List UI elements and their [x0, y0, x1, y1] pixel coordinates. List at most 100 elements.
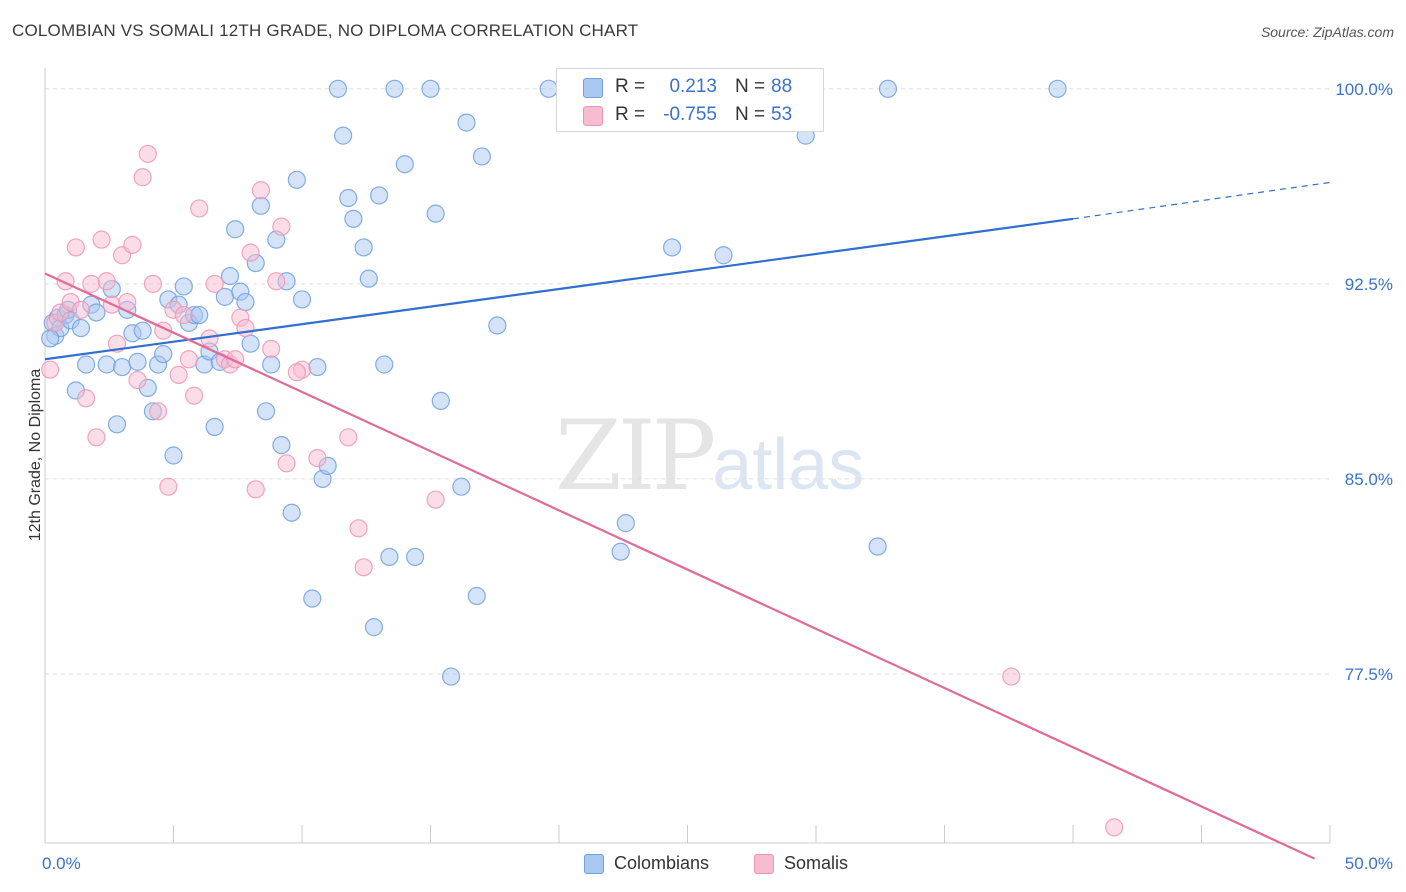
colombian-point [236, 292, 255, 312]
somali-point [308, 449, 327, 468]
somali-point [143, 274, 163, 293]
somali-point [190, 199, 209, 218]
legend-swatch-somalis [754, 854, 774, 874]
somali-point [77, 389, 96, 408]
x-tick-label: 0.0% [42, 854, 81, 873]
somali-point [159, 477, 178, 496]
colombian-point [385, 79, 404, 98]
somali-point [241, 243, 260, 262]
legend-n-value: 53 [771, 104, 793, 125]
colombian-point [282, 503, 301, 522]
colombian-point [71, 318, 91, 338]
colombian-point [452, 477, 471, 496]
colombian-point [41, 329, 60, 348]
legend-swatch-colombians [583, 78, 603, 98]
watermark: ZIPatlas [555, 400, 864, 512]
series-legend: Colombians Somalis [0, 852, 1406, 876]
legend-r-label: R = [615, 104, 646, 125]
somali-point [354, 558, 373, 577]
source-label: Source: ZipAtlas.com [1260, 24, 1394, 40]
colombian-point [133, 321, 152, 340]
legend-r-value: 0.213 [669, 76, 717, 97]
legend-n-value: 88 [771, 76, 793, 97]
colombian-point [878, 79, 898, 98]
somali-point [277, 454, 296, 473]
somali-point [236, 318, 255, 338]
colombian-point [868, 537, 887, 556]
legend-label-somalis: Somalis [784, 853, 849, 873]
somali-point [123, 235, 142, 254]
somali-point [174, 305, 193, 325]
colombian-point [421, 79, 440, 98]
colombian-point [380, 547, 399, 567]
y-tick-label: 85.0% [1345, 470, 1393, 489]
legend-r-value: -0.755 [663, 104, 717, 125]
somali-point [205, 274, 224, 293]
colombian-point [354, 238, 373, 257]
somali-point [82, 274, 101, 293]
somali-point [97, 272, 116, 291]
colombian-point [488, 316, 507, 335]
somali-point [133, 168, 152, 187]
legend-r-label: R = [615, 76, 646, 97]
colombian-point [328, 79, 348, 98]
colombian-point [174, 277, 193, 296]
somali-point [66, 238, 85, 257]
colombian-point [426, 204, 445, 223]
colombian-point [164, 446, 183, 465]
colombian-point [616, 514, 635, 533]
somali-point [251, 181, 270, 200]
y-axis-label: 12th Grade, No Diploma [27, 369, 44, 542]
colombian-point [359, 269, 378, 288]
somali-point [184, 386, 204, 405]
y-tick-label: 100.0% [1335, 80, 1393, 99]
colombian-point [97, 355, 116, 374]
colombian-point [339, 188, 358, 208]
colombian-point [308, 357, 327, 377]
colombian-point [714, 246, 733, 265]
somali-point [267, 272, 286, 291]
legend-row-somalis: R = -0.755 N = 53 [557, 101, 823, 129]
watermark-atlas: atlas [712, 425, 865, 505]
y-tick-label: 77.5% [1345, 665, 1393, 684]
somali-point [148, 402, 168, 421]
somali-point [87, 428, 106, 447]
somali-point [339, 428, 358, 447]
legend-n-label: N = [735, 76, 766, 97]
x-tick-label: 50.0% [1345, 854, 1393, 873]
colombian-point [539, 79, 558, 98]
somali-point [1105, 818, 1124, 837]
colombian-point [154, 344, 173, 364]
chart-title: COLOMBIAN VS SOMALI 12TH GRADE, NO DIPLO… [12, 21, 639, 40]
colombian-trend-line [44, 217, 1074, 361]
colombian-point [344, 209, 363, 228]
colombian-point [467, 586, 486, 606]
colombian-point [205, 417, 224, 436]
colombian-point [441, 667, 461, 686]
colombian-point [272, 435, 291, 455]
colombian-point [364, 618, 384, 637]
somali-point [41, 360, 60, 379]
somali-trend-line [44, 272, 1316, 860]
colombian-point [405, 547, 425, 567]
somali-point [426, 490, 445, 509]
colombian-point [77, 355, 96, 374]
legend-label-colombians: Colombians [614, 853, 710, 873]
colombian-point [370, 186, 389, 205]
legend-swatch-colombians [584, 854, 604, 874]
colombian-point [226, 220, 245, 239]
stats-legend: R = 0.213 N = 88 R = -0.755 N = 53 [556, 68, 824, 132]
somali-point [246, 480, 265, 499]
colombian-point [256, 402, 276, 421]
colombian-point [87, 303, 106, 322]
somali-point [128, 370, 147, 390]
legend-swatch-somalis [583, 106, 603, 126]
colombian-trend-extension [1072, 181, 1331, 220]
colombian-point [241, 334, 260, 353]
colombian-point [1048, 79, 1067, 98]
somali-point [92, 230, 111, 249]
colombian-point [662, 238, 682, 257]
legend-row-colombians: R = 0.213 N = 88 [557, 73, 823, 101]
colombian-point [395, 155, 414, 174]
colombian-point [375, 355, 394, 374]
